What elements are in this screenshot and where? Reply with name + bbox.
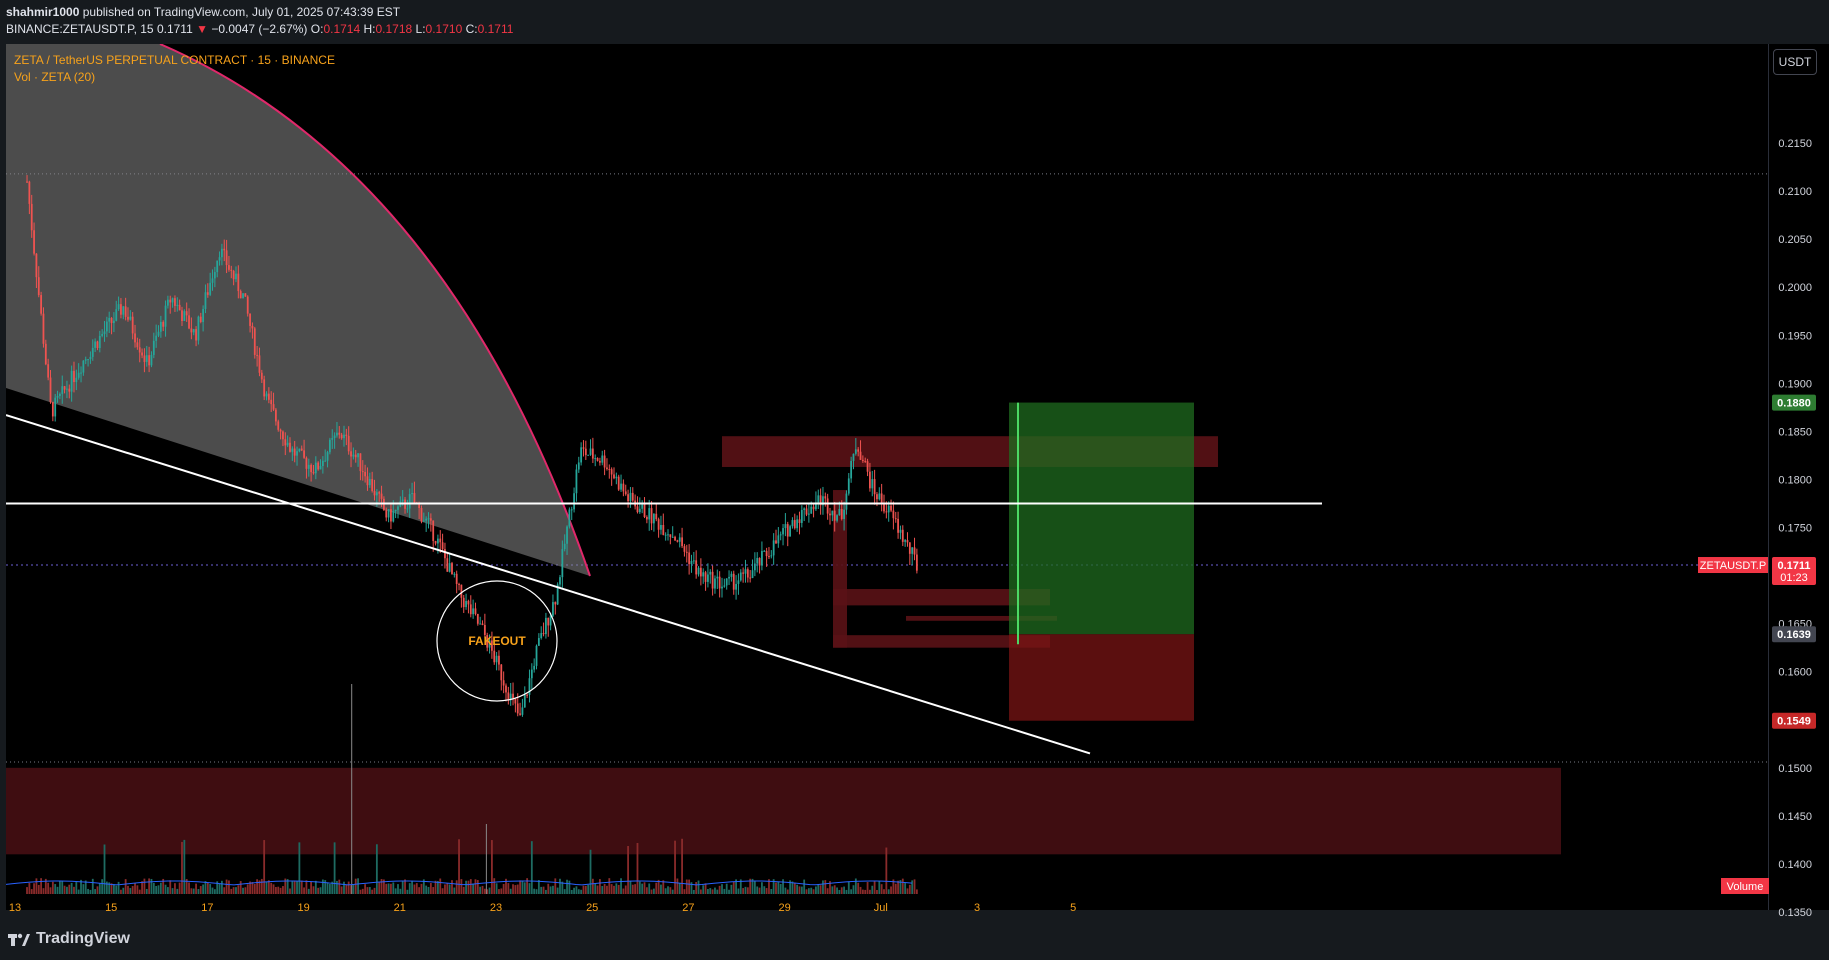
publish-line: shahmir1000 published on TradingView.com… xyxy=(6,5,400,19)
last-price: 0.1711 xyxy=(156,22,193,36)
author-name[interactable]: shahmir1000 xyxy=(6,5,80,19)
high-value: 0.1718 xyxy=(375,22,413,36)
open-value: 0.1714 xyxy=(323,22,361,36)
tradingview-logo[interactable]: TradingView xyxy=(8,930,130,948)
down-arrow-icon: ▼ xyxy=(196,22,208,36)
close-label: C: xyxy=(465,22,478,36)
price-axis[interactable] xyxy=(1768,44,1829,910)
ohlc-line: BINANCE:ZETAUSDT.P, 15 0.1711 ▼ −0.0047 … xyxy=(6,22,513,36)
brand-name: TradingView xyxy=(36,930,130,947)
low-label: L: xyxy=(415,22,426,36)
symbol-interval: BINANCE:ZETAUSDT.P, 15 xyxy=(6,22,154,36)
currency-button[interactable]: USDT xyxy=(1773,49,1817,75)
tradingview-icon xyxy=(8,933,30,946)
header-bar: shahmir1000 published on TradingView.com… xyxy=(0,0,1829,42)
price-change: −0.0047 (−2.67%) xyxy=(211,22,308,36)
footer-bar xyxy=(0,920,1829,960)
publish-info: published on TradingView.com, July 01, 2… xyxy=(79,5,401,19)
close-value: 0.1711 xyxy=(477,22,514,36)
low-value: 0.1710 xyxy=(425,22,463,36)
chart-pane[interactable] xyxy=(6,44,1768,910)
high-label: H: xyxy=(363,22,376,36)
open-label: O: xyxy=(310,22,324,36)
